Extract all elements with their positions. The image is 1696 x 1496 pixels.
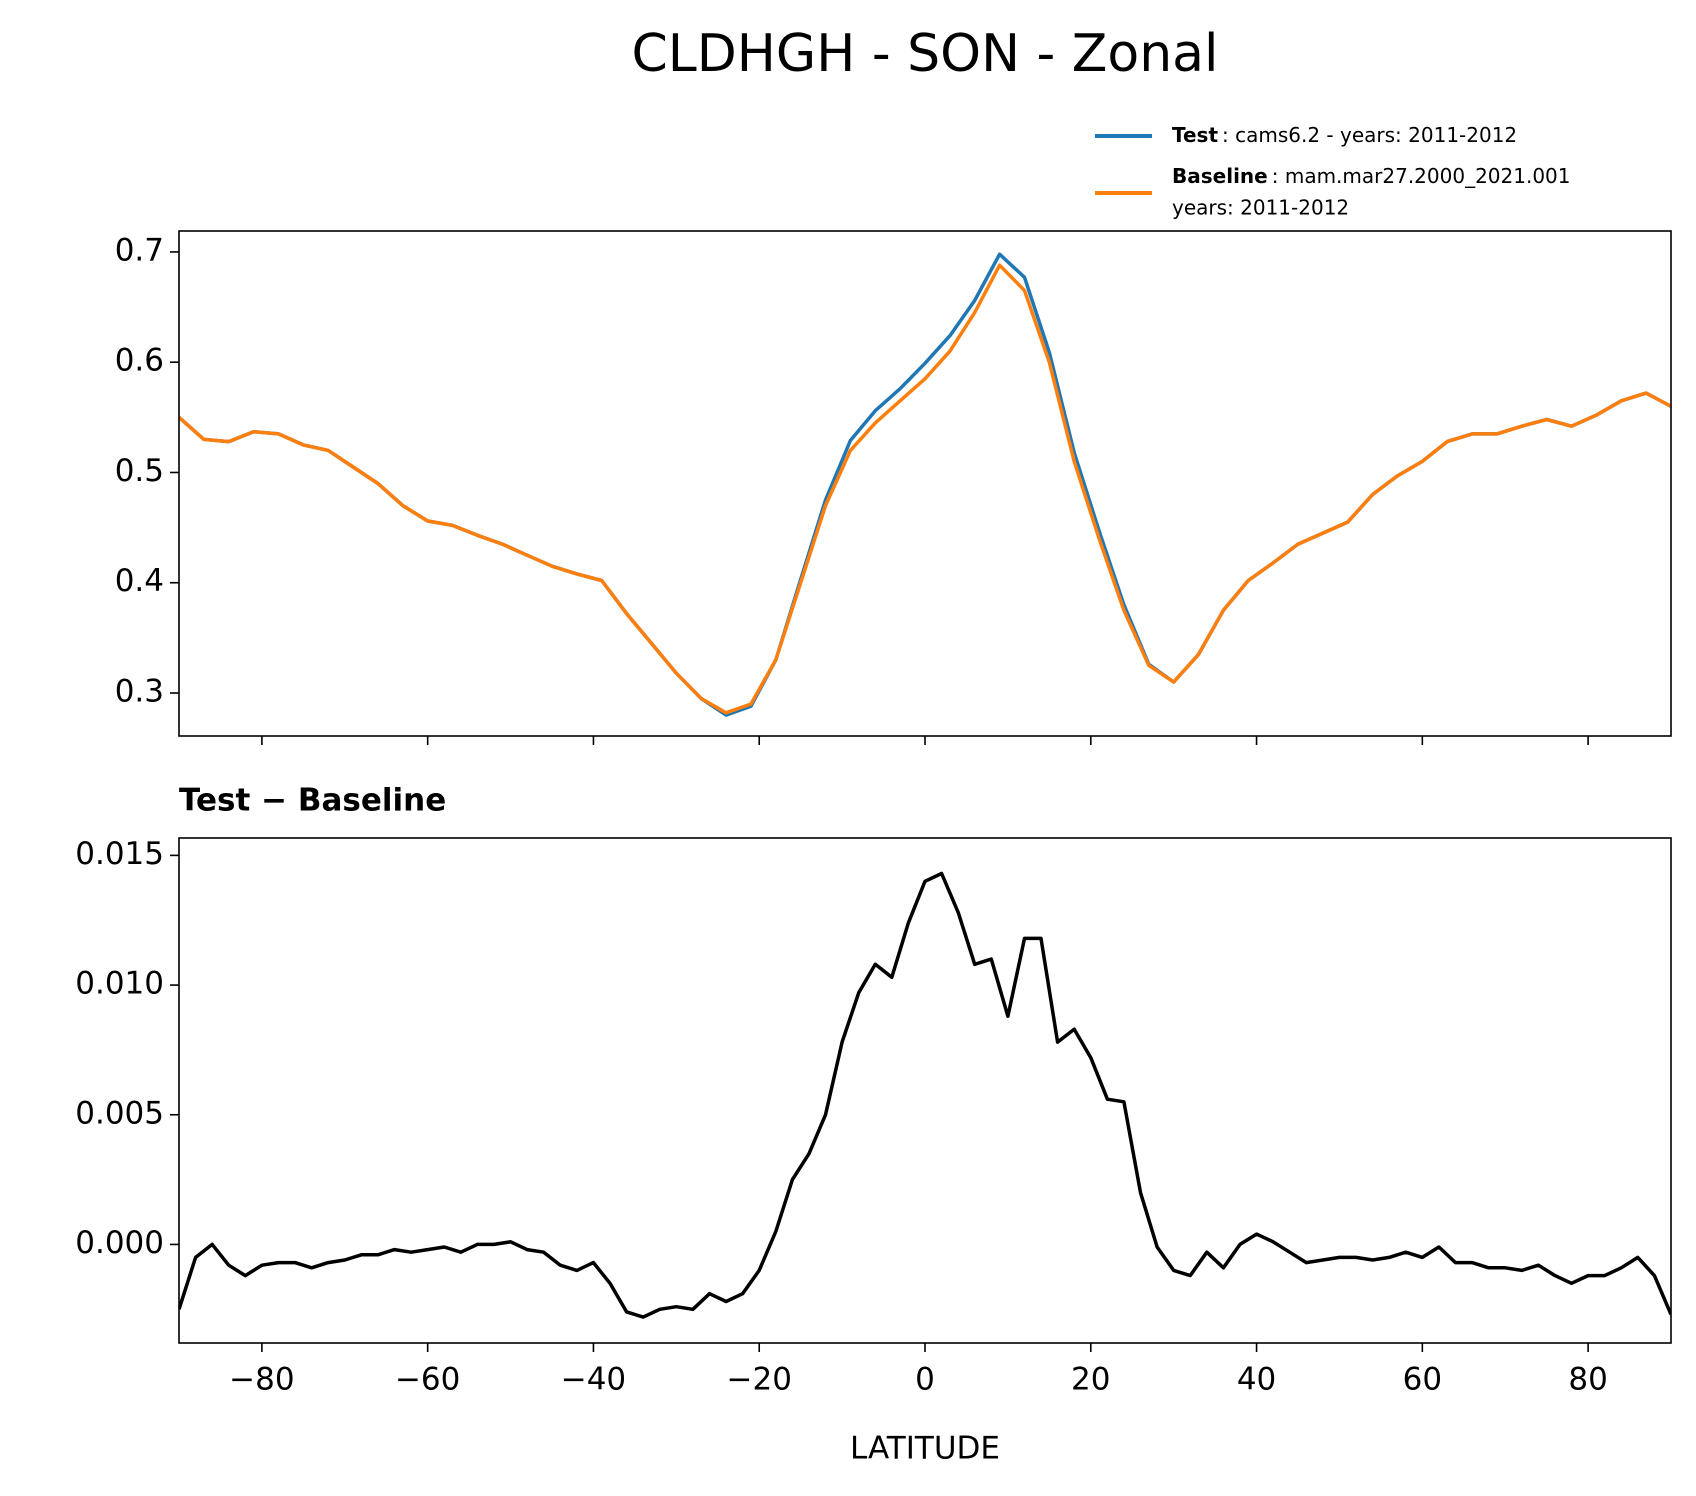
plot-frame — [178, 837, 1672, 1344]
legend-text: years: 2011-2012 — [1172, 196, 1349, 220]
x-tick-label: −60 — [395, 1362, 460, 1398]
legend-name: Test — [1172, 123, 1218, 147]
x-axis-label: LATITUDE — [850, 1431, 1000, 1467]
series-line — [179, 252, 1671, 717]
y-tick-label: 0.010 — [75, 966, 164, 1002]
legend-label: Baseline: mam.mar27.2000_2021.001 — [1172, 164, 1571, 188]
x-tick-label: 40 — [1237, 1362, 1276, 1398]
x-tick-label: −40 — [561, 1362, 626, 1398]
y-tick-label: 0.015 — [75, 836, 164, 872]
y-tick-label: 0.4 — [115, 563, 164, 599]
legend-name: Baseline — [1172, 164, 1268, 188]
y-tick-label: 0.7 — [115, 232, 164, 268]
legend-text: : cams6.2 - years: 2011-2012 — [1222, 123, 1517, 147]
x-tick-label: 80 — [1568, 1362, 1607, 1398]
y-tick-label: 0.3 — [115, 673, 164, 709]
plot-frame — [178, 230, 1672, 737]
series-line — [179, 263, 1671, 715]
y-tick-label: 0.005 — [75, 1095, 164, 1131]
legend-text: : mam.mar27.2000_2021.001 — [1272, 164, 1571, 188]
x-tick-label: −80 — [229, 1362, 294, 1398]
x-tick-label: 60 — [1403, 1362, 1442, 1398]
series-line — [179, 871, 1671, 1319]
y-tick-label: 0.6 — [115, 343, 164, 379]
figure-title: CLDHGH - SON - Zonal — [631, 24, 1218, 84]
panel-title: Test − Baseline — [179, 783, 446, 819]
x-tick-label: −20 — [727, 1362, 792, 1398]
x-tick-label: 0 — [915, 1362, 935, 1398]
y-tick-label: 0.5 — [115, 453, 164, 489]
x-tick-label: 20 — [1071, 1362, 1110, 1398]
legend-label: Test: cams6.2 - years: 2011-2012 — [1172, 123, 1517, 147]
y-tick-label: 0.000 — [75, 1225, 164, 1261]
